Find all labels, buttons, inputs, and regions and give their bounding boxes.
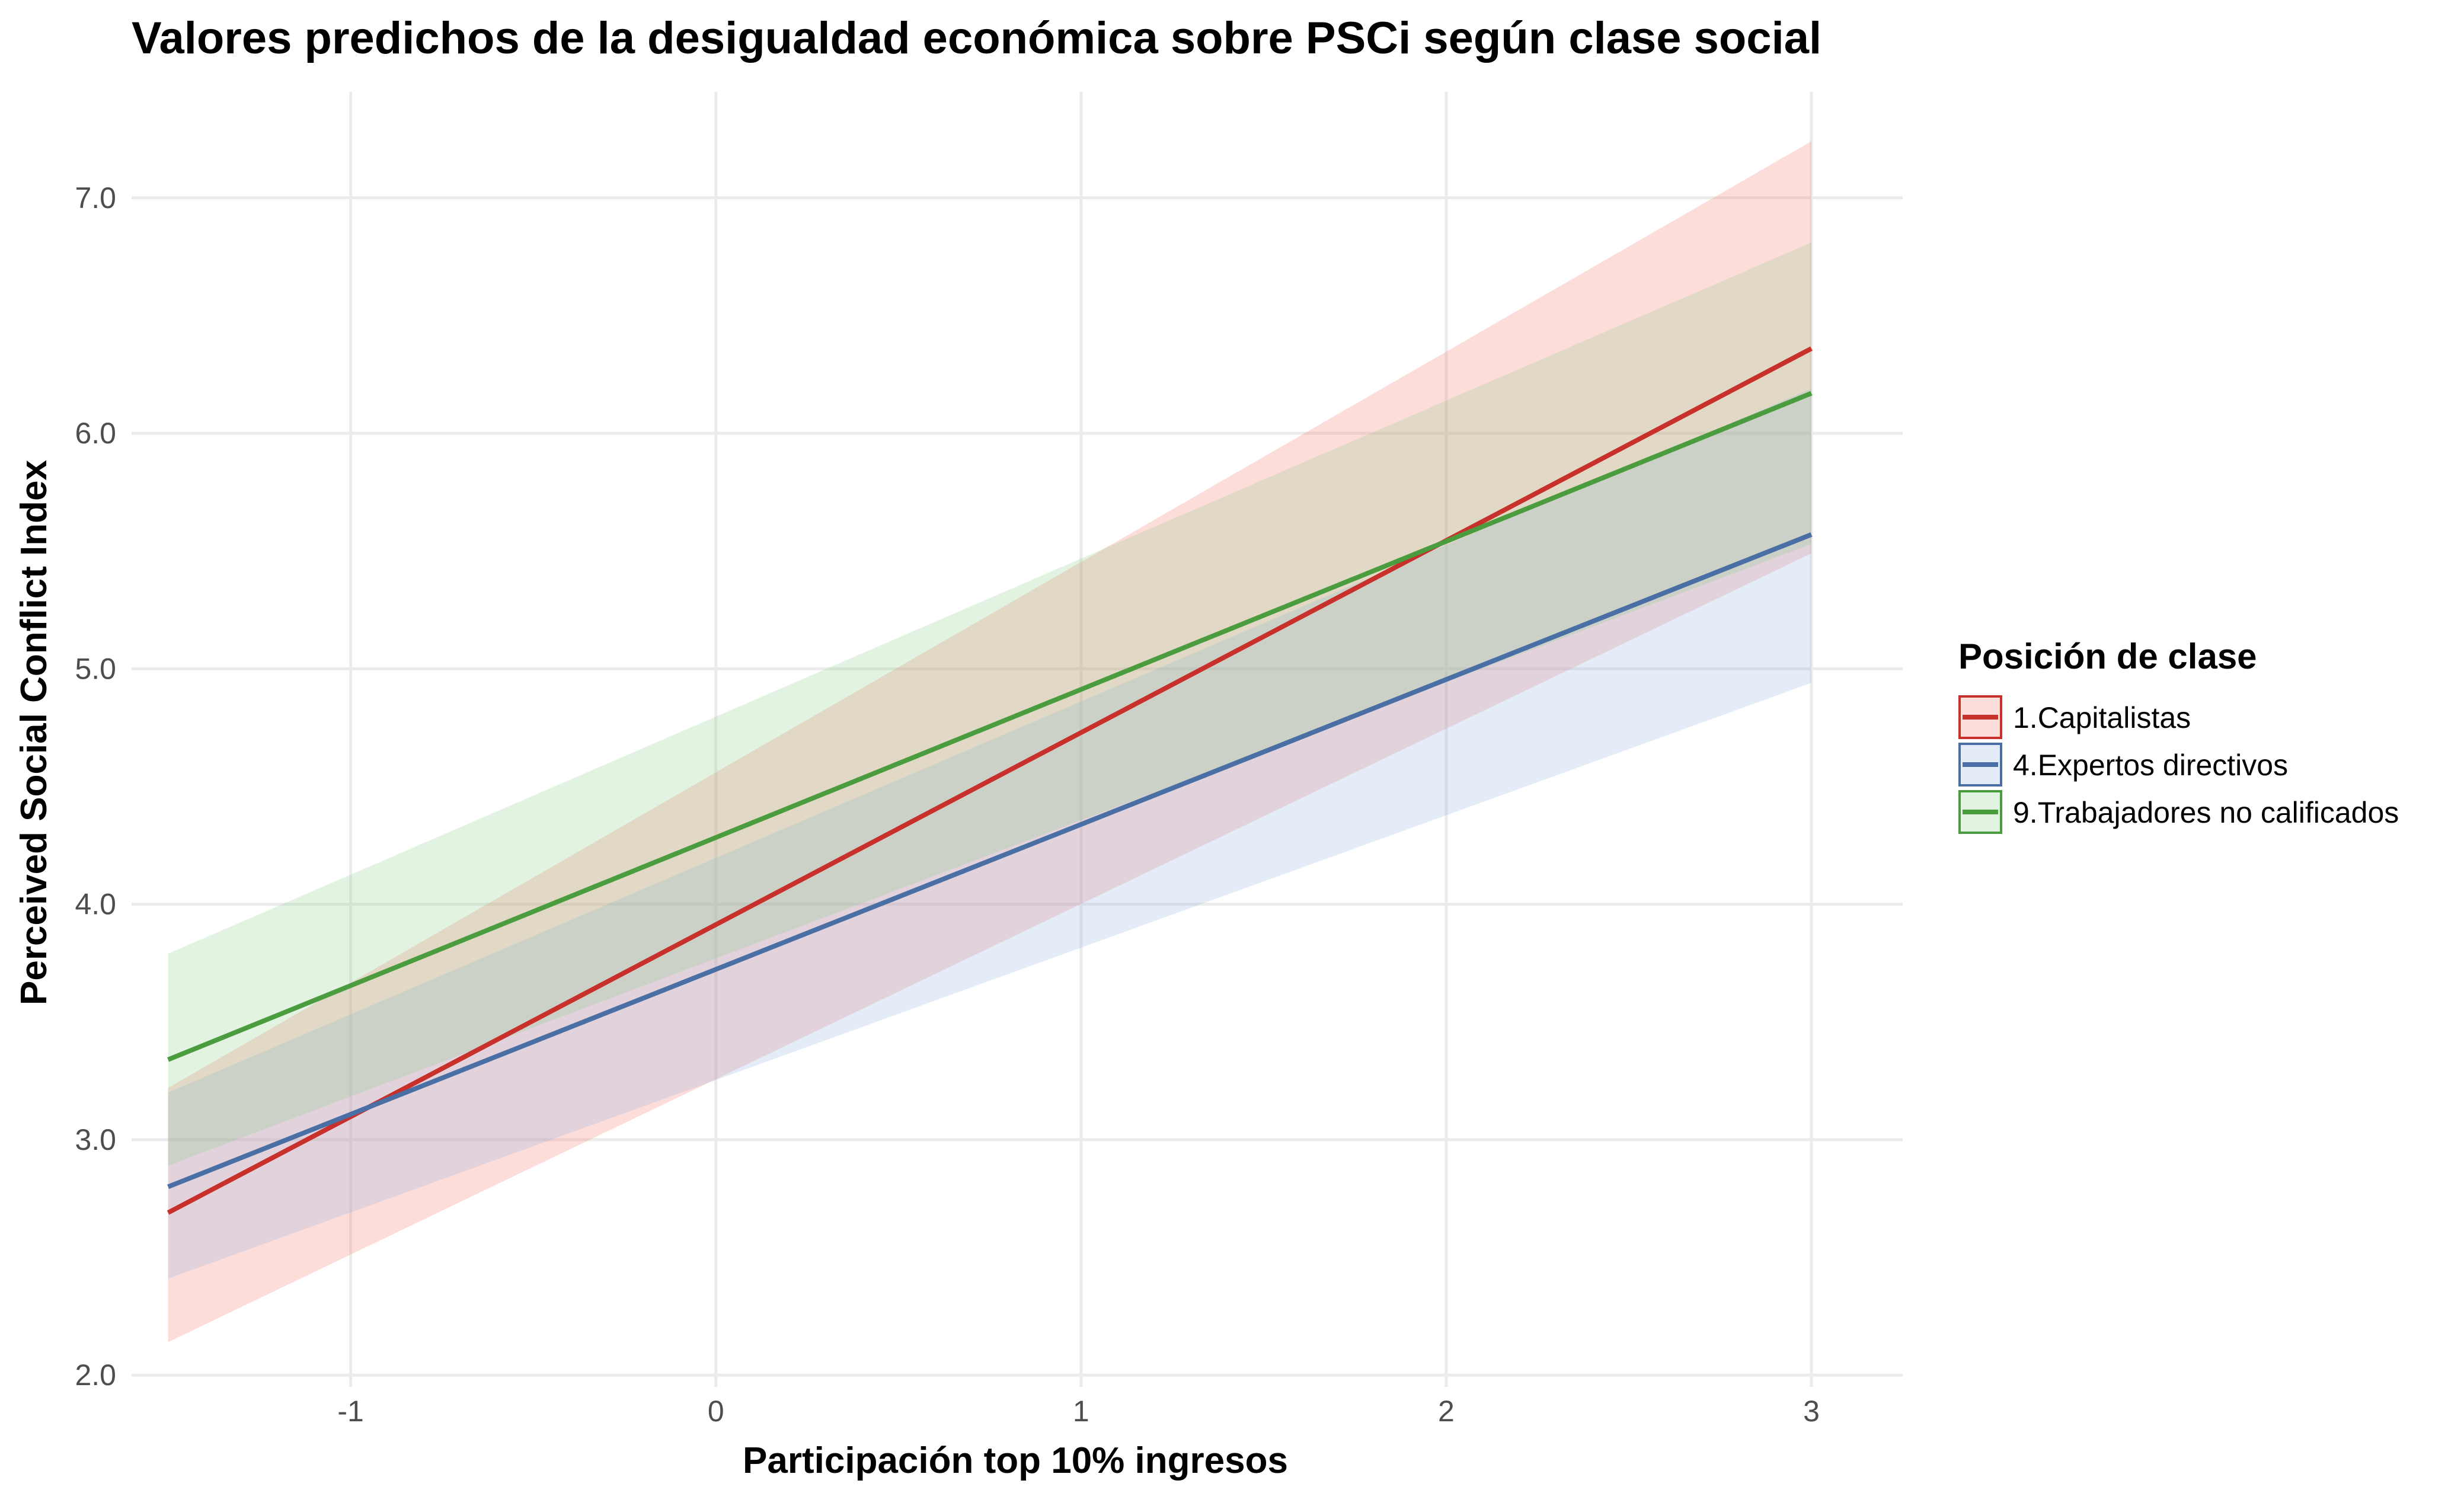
series-line-3 [167, 391, 1813, 1062]
legend-label: 1.Capitalistas [2013, 701, 2191, 734]
legend-label: 4.Expertos directivos [2013, 749, 2288, 782]
confidence-bands [168, 141, 1811, 1342]
series-line-1 [167, 346, 1813, 1215]
x-tick-label: 3 [1803, 1395, 1820, 1428]
y-axis-label: Perceived Social Conflict Index [14, 459, 55, 1005]
confidence-band-1 [168, 141, 1811, 1342]
series-line-2 [167, 532, 1813, 1190]
legend-title: Posición de clase [1958, 637, 2257, 676]
x-axis-ticks: -1 0 1 2 3 [337, 1395, 1819, 1428]
legend-label: 9.Trabajadores no calificados [2013, 796, 2399, 829]
legend: Posición de clase 1.Capitalistas 4.Expert… [1958, 637, 2399, 834]
legend-item: 9.Trabajadores no calificados [1958, 790, 2399, 834]
legend-item: 4.Expertos directivos [1958, 743, 2288, 787]
confidence-band-2 [168, 388, 1811, 1279]
y-tick-label: 5.0 [75, 652, 116, 685]
y-tick-label: 2.0 [75, 1358, 116, 1392]
x-tick-label: -1 [337, 1395, 363, 1428]
y-tick-label: 3.0 [75, 1123, 116, 1156]
series-lines [167, 346, 1813, 1215]
x-axis-label: Participación top 10% ingresos [743, 1440, 1288, 1481]
confidence-band-3 [168, 242, 1811, 1166]
y-tick-label: 7.0 [75, 181, 116, 215]
y-tick-label: 4.0 [75, 888, 116, 921]
gridlines [132, 92, 1903, 1387]
x-tick-label: 1 [1073, 1395, 1089, 1428]
y-axis-ticks: 2.0 3.0 4.0 5.0 6.0 7.0 [75, 181, 116, 1392]
y-tick-label: 6.0 [75, 417, 116, 450]
chart-title: Valores predichos de la desigualdad econ… [132, 13, 1821, 63]
x-tick-label: 2 [1438, 1395, 1455, 1428]
legend-item: 1.Capitalistas [1958, 695, 2191, 739]
x-tick-label: 0 [708, 1395, 724, 1428]
